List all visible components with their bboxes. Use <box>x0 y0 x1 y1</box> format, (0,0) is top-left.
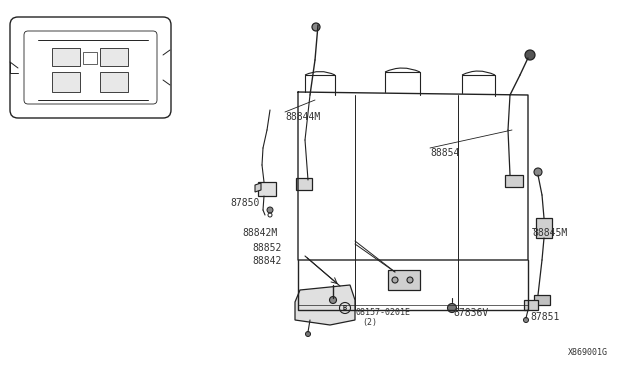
Bar <box>258 182 276 196</box>
Circle shape <box>407 277 413 283</box>
Bar <box>100 72 128 92</box>
Text: 88844M: 88844M <box>285 112 320 122</box>
Circle shape <box>305 331 310 337</box>
Bar <box>534 295 550 305</box>
Circle shape <box>267 207 273 213</box>
Circle shape <box>524 317 529 323</box>
Text: 88842: 88842 <box>252 256 282 266</box>
Bar <box>524 300 538 310</box>
Bar <box>52 48 80 66</box>
Circle shape <box>534 168 542 176</box>
Text: 88845M: 88845M <box>532 228 567 238</box>
Bar <box>388 270 420 290</box>
Circle shape <box>447 304 456 312</box>
Text: (2): (2) <box>362 318 377 327</box>
Text: 87836V: 87836V <box>453 308 488 318</box>
Text: 88854: 88854 <box>430 148 460 158</box>
Bar <box>536 218 552 238</box>
Text: 88852: 88852 <box>252 243 282 253</box>
Bar <box>83 52 97 64</box>
Text: B: B <box>343 305 347 311</box>
Bar <box>505 175 523 187</box>
Polygon shape <box>255 183 261 192</box>
Text: X869001G: X869001G <box>568 348 608 357</box>
Circle shape <box>525 50 535 60</box>
Bar <box>100 48 128 66</box>
Text: 87851: 87851 <box>530 312 559 322</box>
Text: 87850: 87850 <box>230 198 259 208</box>
Text: 08157-0201E: 08157-0201E <box>355 308 410 317</box>
Circle shape <box>392 277 398 283</box>
Bar <box>296 178 312 190</box>
Text: 88842M: 88842M <box>242 228 277 238</box>
Circle shape <box>312 23 320 31</box>
Bar <box>52 72 80 92</box>
Polygon shape <box>295 285 355 325</box>
Circle shape <box>330 296 337 304</box>
